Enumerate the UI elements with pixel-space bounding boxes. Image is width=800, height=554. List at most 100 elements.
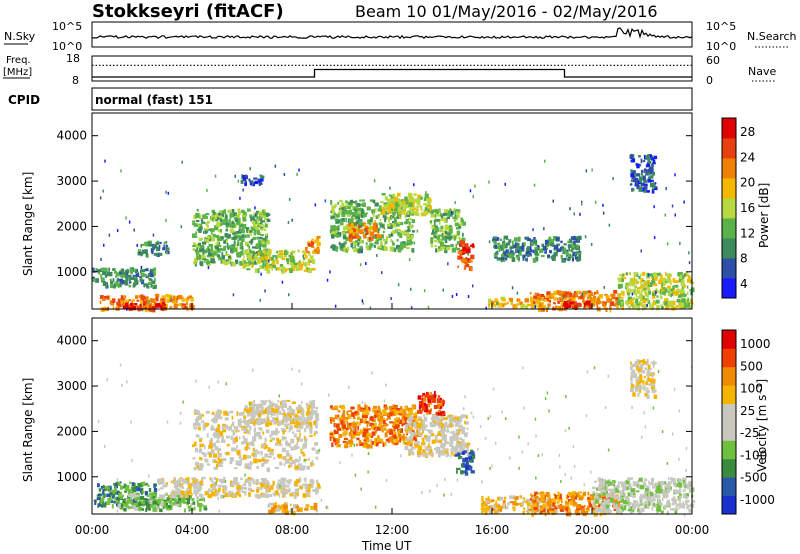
power-cell xyxy=(540,255,545,258)
power-noise-cell xyxy=(254,206,256,210)
power-cell xyxy=(643,154,646,160)
power-cell xyxy=(620,290,623,295)
power-cell xyxy=(272,255,277,258)
velocity-cell xyxy=(314,421,318,426)
velocity-cell xyxy=(290,446,294,449)
velocity-cell xyxy=(235,460,238,466)
velocity-cell xyxy=(141,481,146,486)
power-cell xyxy=(305,266,308,269)
power-cell xyxy=(619,274,622,277)
power-cell xyxy=(451,234,455,240)
velocity-cell xyxy=(400,428,403,433)
power-cell xyxy=(643,188,647,193)
velocity-cell xyxy=(452,436,456,441)
velocity-cell xyxy=(404,445,409,451)
velocity-cell xyxy=(306,483,310,487)
power-cell xyxy=(350,201,356,204)
velocity-cell xyxy=(141,487,144,492)
power-cell xyxy=(547,239,551,243)
velocity-cell xyxy=(225,424,229,430)
velocity-cell xyxy=(337,414,340,418)
velocity-cell xyxy=(222,488,225,493)
velocity-cell xyxy=(149,499,153,504)
velocity-cell xyxy=(277,482,281,487)
power-cell xyxy=(316,241,321,247)
velocity-cell xyxy=(277,479,281,482)
power-cell xyxy=(255,210,259,215)
power-cell xyxy=(594,292,599,295)
power-cell xyxy=(234,259,239,265)
power-cell xyxy=(534,249,538,253)
power-cell xyxy=(633,274,636,277)
velocity-cell xyxy=(180,477,182,480)
velocity-cell xyxy=(413,415,417,419)
velocity-cell xyxy=(128,506,133,509)
power-cell xyxy=(643,183,648,187)
velocity-cell xyxy=(255,493,260,498)
power-cell xyxy=(149,298,154,302)
velocity-cell xyxy=(465,457,470,460)
velocity-cell xyxy=(281,477,283,482)
power-cell xyxy=(634,305,637,308)
power-cell xyxy=(405,246,410,250)
power-cell xyxy=(573,295,576,299)
power-cell xyxy=(120,299,123,304)
power-cell xyxy=(497,245,502,250)
velocity-cell xyxy=(305,504,310,508)
velocity-cell xyxy=(210,426,215,431)
power-noise-cell xyxy=(631,292,634,296)
power-cell xyxy=(636,179,639,184)
power-noise-cell xyxy=(165,218,167,222)
velocity-cell xyxy=(143,498,148,502)
power-cell xyxy=(570,299,574,303)
power-cell xyxy=(353,206,358,211)
velocity-cell xyxy=(247,487,251,492)
power-cell xyxy=(133,282,137,287)
power-noise-cell xyxy=(165,190,167,194)
velocity-cell xyxy=(538,500,541,505)
velocity-cell xyxy=(376,438,381,442)
power-noise-cell xyxy=(377,229,380,233)
velocity-cell xyxy=(174,480,179,485)
velocity-cell xyxy=(269,450,274,456)
power-cell xyxy=(621,305,624,310)
power-cell xyxy=(440,218,444,221)
power-cell xyxy=(200,218,204,223)
power-cell xyxy=(397,192,401,197)
power-cell xyxy=(382,230,385,234)
velocity-cell xyxy=(221,425,226,428)
velocity-cell xyxy=(414,425,418,429)
velocity-cell xyxy=(198,437,203,440)
power-cell xyxy=(235,218,238,222)
velocity-cell xyxy=(441,429,446,432)
velocity-cell xyxy=(278,410,282,413)
velocity-cell xyxy=(282,409,286,413)
velocity-cell xyxy=(213,466,218,470)
power-noise-cell xyxy=(577,305,580,309)
power-cell xyxy=(264,250,267,256)
velocity-cell xyxy=(533,510,537,515)
power-cell xyxy=(370,217,374,220)
power-cell xyxy=(330,245,333,249)
velocity-cell xyxy=(442,447,446,452)
power-cell xyxy=(398,201,403,206)
velocity-cell xyxy=(358,440,361,444)
power-cell xyxy=(560,302,564,306)
velocity-cell xyxy=(262,418,266,423)
power-cell xyxy=(205,222,209,227)
power-cell xyxy=(416,205,419,211)
velocity-cell xyxy=(262,444,266,448)
power-cell xyxy=(260,177,264,182)
power-cell xyxy=(576,244,579,249)
power-cell xyxy=(384,240,388,244)
velocity-cell xyxy=(257,451,260,455)
power-cell xyxy=(569,291,571,295)
velocity-cell xyxy=(293,504,298,509)
power-cell xyxy=(195,219,200,223)
velocity-cell xyxy=(107,497,112,502)
power-cell xyxy=(219,222,223,227)
power-cell xyxy=(588,292,591,295)
power-cell xyxy=(241,246,244,251)
power-cell xyxy=(131,269,134,275)
velocity-cell xyxy=(434,415,439,420)
